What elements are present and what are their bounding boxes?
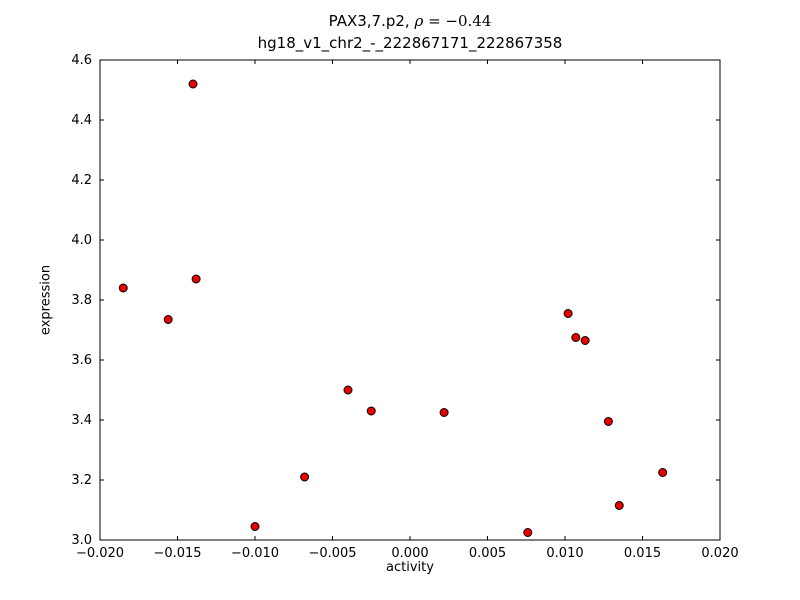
y-tick-label: 3.0 [71,533,92,548]
y-tick-label: 4.4 [71,113,92,128]
chart-title-rho-symbol: ρ [414,12,424,30]
y-tick-label: 4.2 [71,173,92,188]
x-tick-label: −0.005 [308,546,356,561]
data-point [580,336,590,345]
data-point [563,309,573,318]
data-point [366,406,376,416]
y-tick-label: 3.6 [71,353,92,368]
x-tick-label: −0.020 [76,546,124,561]
y-tick-label: 3.8 [71,293,92,308]
data-point [603,417,613,426]
chart-title-correlation-value: = −0.44 [423,12,492,30]
x-tick-label: −0.010 [231,546,279,561]
x-tick-label: −0.015 [153,546,201,561]
data-point [188,79,198,89]
x-axis-label: activity [386,560,434,575]
y-tick-label: 4.6 [71,53,92,68]
data-point [614,501,624,510]
chart-title: PAX3,7.p2, ρ = −0.44 [329,12,492,30]
data-point [191,274,201,284]
x-tick-label: 0.000 [391,546,428,561]
chart-title-text: PAX3,7.p2, [328,12,415,30]
data-point [300,472,310,482]
data-point [250,522,260,531]
chart-subtitle: hg18_v1_chr2_-_222867171_222867358 [257,34,563,52]
y-tick-label: 4.0 [71,233,92,248]
y-tick-label: 3.4 [71,413,92,428]
data-point [343,385,353,395]
x-tick-label: 0.005 [469,546,506,561]
data-point [523,528,533,537]
data-point [118,283,128,293]
x-tick-label: 0.020 [701,546,738,561]
data-point [163,315,173,324]
data-point [658,468,668,477]
y-tick-label: 3.2 [71,473,92,488]
data-point [439,408,449,417]
x-tick-label: 0.015 [624,546,661,561]
plot-frame [99,59,721,541]
x-tick-label: 0.010 [546,546,583,561]
data-point [571,333,581,342]
